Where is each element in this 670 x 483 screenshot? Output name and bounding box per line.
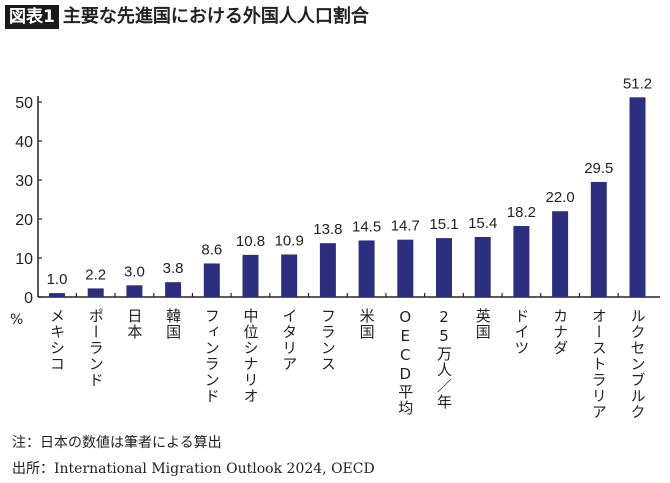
chart-source: 出所：International Migration Outlook 2024,… [12, 461, 375, 477]
data-label: 8.6 [201, 241, 222, 258]
category-label: カナダ [551, 308, 570, 356]
data-label: 3.8 [163, 260, 184, 277]
category-label: ルクセンブルク [628, 308, 647, 420]
bar [203, 263, 220, 297]
data-label: 13.8 [313, 221, 342, 238]
category-label: OECD平均 [396, 308, 415, 416]
data-label: 22.0 [545, 189, 574, 206]
bar [126, 285, 143, 297]
bar [319, 243, 336, 297]
data-label: 14.7 [391, 218, 420, 235]
category-label: 英国 [473, 308, 492, 340]
y-tick-label: 50 [15, 95, 33, 112]
data-label: 29.5 [584, 160, 613, 177]
y-tick-label: 30 [15, 173, 33, 190]
data-label: 51.2 [623, 75, 652, 92]
bar [281, 254, 298, 297]
category-label: フランス [318, 308, 337, 372]
data-label: 1.0 [47, 271, 68, 288]
y-tick-label: 0 [24, 290, 33, 307]
data-label: 18.2 [507, 204, 536, 221]
y-tick-label: 40 [15, 134, 33, 151]
category-label: オーストラリア [589, 308, 608, 420]
data-label: 2.2 [85, 266, 106, 283]
y-axis-unit: % [10, 312, 24, 328]
bar [397, 239, 414, 297]
y-tick-label: 20 [15, 212, 33, 229]
bar [629, 97, 646, 297]
bar [552, 211, 569, 297]
chart-note: 注：日本の数値は筆者による算出 [12, 435, 222, 451]
data-label: 3.0 [124, 263, 145, 280]
data-label: 10.8 [236, 233, 265, 250]
category-label: メキシコ [48, 308, 66, 372]
figure-badge: 図表1 [5, 5, 59, 29]
data-label: 15.1 [429, 216, 458, 233]
data-label: 15.4 [468, 215, 497, 232]
bar [513, 226, 530, 297]
category-label: ポーランド [86, 308, 105, 388]
category-label: イタリア [280, 308, 299, 372]
bar [590, 181, 607, 297]
category-label: フィンランド [202, 308, 221, 404]
category-label: 韓国 [164, 308, 183, 340]
bar [436, 238, 452, 297]
bar [474, 236, 491, 297]
data-label: 14.5 [352, 218, 381, 235]
bar [49, 293, 65, 297]
category-label: ドイツ [512, 308, 531, 356]
bar [358, 240, 375, 297]
bar [87, 288, 104, 297]
data-label: 10.9 [275, 232, 304, 249]
category-label: 25万人／年 [435, 308, 453, 410]
chart-title: 主要な先進国における外国人人口割合 [62, 6, 369, 27]
category-label: 日本 [125, 308, 144, 340]
category-label: 中位シナリオ [241, 308, 260, 404]
chart-title-row: 図表1 主要な先進国における外国人人口割合 [5, 5, 369, 29]
bar [165, 282, 182, 297]
bar [242, 254, 259, 297]
category-label: 米国 [357, 308, 376, 340]
y-tick-label: 10 [15, 251, 33, 268]
